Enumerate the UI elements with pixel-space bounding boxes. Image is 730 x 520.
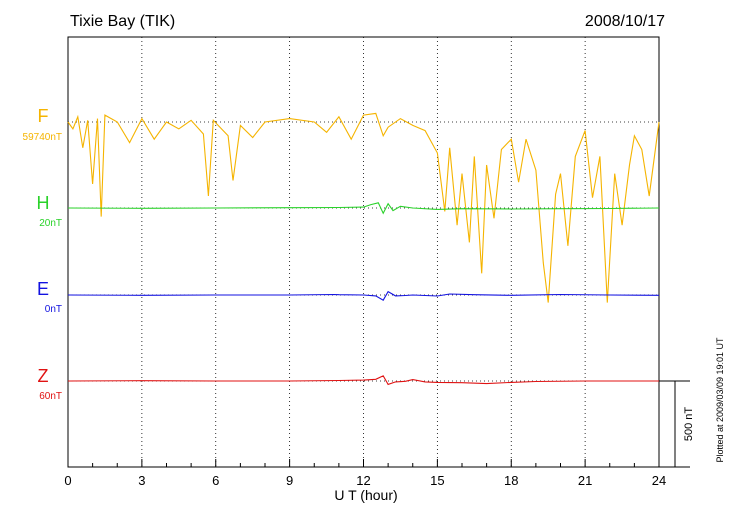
series-Z-line [67,375,659,386]
x-axis: 0 3 6 9 12 15 18 21 24 [64,459,666,488]
series-E-baseline: 0nT [45,304,62,315]
series-F-name: F [38,106,49,126]
x-tick-label: 24 [652,473,666,488]
x-tick-label: 18 [504,473,518,488]
series-labels: F 59740nT H 20nT E 0nT Z 60nT [23,106,62,402]
x-tick-label: 21 [578,473,592,488]
plotted-timestamp: Plotted at 2009/03/09 19:01 UT [715,337,725,463]
series-F-line [67,112,660,303]
x-tick-label: 3 [138,473,145,488]
x-tick-label: 12 [356,473,370,488]
x-tick-label: 9 [286,473,293,488]
series-Z-baseline: 60nT [39,391,62,402]
scale-bar: 500 nT [659,380,695,468]
station-title: Tixie Bay (TIK) [70,13,175,30]
x-axis-label: U T (hour) [334,487,397,503]
grid [68,37,659,467]
x-tick-label: 0 [64,473,71,488]
series-E-line [67,290,660,301]
scale-bar-label: 500 nT [683,407,695,442]
series-E-name: E [37,279,49,299]
series-H-baseline: 20nT [39,218,62,229]
series-H-line [67,202,660,215]
series-layer [67,112,660,386]
series-Z-name: Z [38,366,49,386]
x-tick-label: 15 [430,473,444,488]
x-tick-label: 6 [212,473,219,488]
series-H-name: H [37,193,50,213]
date-label: 2008/10/17 [585,13,665,30]
series-F-baseline: 59740nT [23,132,62,143]
